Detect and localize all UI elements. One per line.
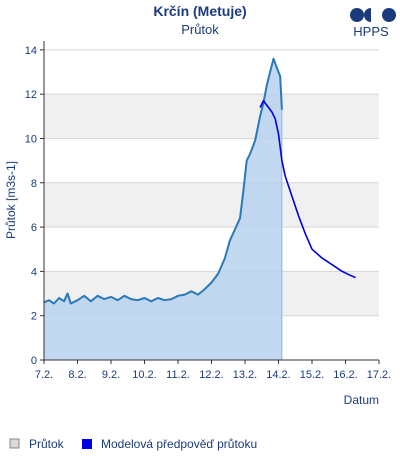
y-axis-label: Průtok [m3s-1] — [4, 161, 18, 239]
plot-band — [44, 41, 379, 50]
x-tick-label: 11.2. — [166, 369, 190, 381]
y-tick-label: 0 — [31, 355, 37, 367]
y-tick-label: 14 — [25, 45, 37, 57]
plot-band — [44, 49, 379, 95]
legend-swatch-forecast — [82, 439, 92, 449]
chart-subtitle: Průtok — [181, 22, 219, 37]
plot-band — [44, 182, 379, 228]
x-tick-label: 16.2. — [333, 369, 357, 381]
x-tick-label: 14.2. — [266, 369, 290, 381]
hpps-logo: HPPS — [350, 8, 396, 39]
x-tick-label: 8.2. — [68, 369, 86, 381]
y-tick-label: 2 — [31, 311, 37, 323]
x-tick-label: 15.2. — [300, 369, 324, 381]
x-tick-label: 7.2. — [35, 369, 53, 381]
x-tick-label: 17.2. — [367, 369, 391, 381]
plot-band — [44, 138, 379, 183]
x-axis-label: Datum — [344, 393, 379, 407]
series-line-forecast — [259, 100, 356, 279]
y-tick-label: 8 — [31, 178, 37, 190]
logo-circle-right — [382, 8, 396, 22]
plot-bands — [44, 41, 379, 360]
legend: Průtok Modelová předpověď průtoku — [9, 437, 257, 451]
x-tick-label: 9.2. — [102, 369, 120, 381]
logo-half-circle — [364, 8, 371, 22]
plot-series — [43, 57, 356, 360]
chart-title: Krčín (Metuje) — [153, 3, 246, 19]
x-tick-label: 13.2. — [233, 369, 257, 381]
legend-swatch-prutok — [9, 438, 20, 449]
y-tick-label: 10 — [25, 133, 37, 145]
legend-label-forecast: Modelová předpověď průtoku — [101, 437, 257, 451]
x-axis-ticks: 7.2. 8.2. 9.2. 10.2. 11.2. 12.2. 13.2. 14.2. 15.… — [35, 360, 391, 381]
y-tick-label: 4 — [31, 266, 37, 278]
logo-text: HPPS — [353, 24, 389, 39]
x-tick-label: 12.2. — [199, 369, 223, 381]
series-line-prutok — [43, 57, 283, 305]
x-tick-label: 10.2. — [132, 369, 156, 381]
y-tick-label: 12 — [25, 89, 37, 101]
logo-circle-left — [350, 8, 364, 22]
y-tick-label: 6 — [31, 222, 37, 234]
plot-band — [44, 94, 379, 139]
y-axis-ticks: 0 2 4 6 8 10 12 14 — [25, 45, 44, 367]
legend-label-prutok: Průtok — [29, 437, 65, 451]
series-area-prutok — [44, 58, 282, 360]
plot-band — [44, 227, 379, 272]
